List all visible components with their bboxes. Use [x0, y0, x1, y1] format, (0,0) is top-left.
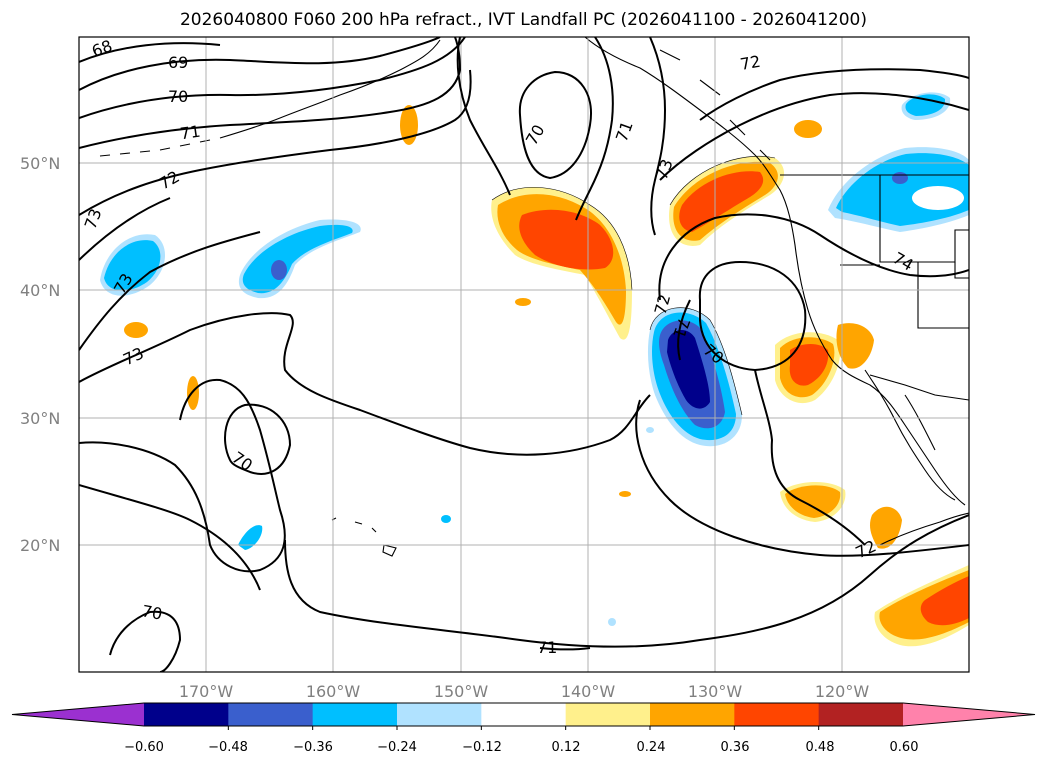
refractivity-contours: [79, 37, 969, 672]
lon-label: 140°W: [561, 682, 616, 701]
colorbar-tick-label: 0.24: [637, 740, 666, 755]
lon-label: 150°W: [434, 682, 489, 701]
shading-outlines: [491, 155, 776, 416]
colorbar-segment: [144, 703, 229, 726]
colorbar-tick-label: −0.12: [462, 740, 502, 755]
contour-label: 72: [739, 52, 762, 74]
graticule: [79, 37, 969, 672]
colorbar-tick-label: 0.48: [806, 740, 835, 755]
colorbar-segment: [650, 703, 735, 726]
colorbar: [11, 702, 1036, 730]
colorbar-segment: [818, 703, 904, 726]
lat-label: 50°N: [20, 154, 60, 173]
colorbar-tick-label: 0.12: [552, 740, 581, 755]
colorbar-segment: [481, 703, 567, 726]
contour-label: 70: [140, 601, 163, 623]
colorbar-tick-label: −0.60: [124, 740, 164, 755]
contour-label: 69: [168, 53, 188, 72]
lon-label: 120°W: [815, 682, 870, 701]
coastlines: [99, 37, 969, 557]
map-title: 2026040800 F060 200 hPa refract., IVT La…: [179, 10, 867, 30]
colorbar-tick-label: 0.60: [890, 740, 919, 755]
colorbar-segment: [312, 703, 398, 726]
colorbar-extend-low: [12, 703, 144, 726]
lon-label: 160°W: [306, 682, 361, 701]
colorbar-extend-high: [903, 703, 1035, 726]
lat-label: 40°N: [20, 281, 60, 300]
lon-label: 170°W: [179, 682, 234, 701]
longitude-labels: 170°W 160°W 150°W 140°W 130°W 120°W: [179, 682, 870, 701]
map-frame: [78, 36, 970, 673]
contour-label: 70: [168, 87, 188, 106]
latitude-labels: 50°N 40°N 30°N 20°N: [20, 154, 60, 555]
contour-label: 72: [651, 292, 675, 317]
contour-label: 71: [179, 122, 202, 144]
lat-label: 20°N: [20, 536, 60, 555]
colorbar-tick-labels: −0.60 −0.48 −0.36 −0.24 −0.12 0.12 0.24 …: [124, 740, 918, 755]
colorbar-tick-label: −0.36: [293, 740, 333, 755]
colorbar-segment: [228, 703, 314, 726]
colorbar-outline: [11, 702, 1036, 727]
colorbar-segment: [734, 703, 820, 726]
contour-label: 71: [537, 638, 557, 657]
colorbar-segment: [565, 703, 651, 726]
colorbar-tick-label: 0.36: [721, 740, 750, 755]
colorbar-tick-label: −0.48: [208, 740, 248, 755]
colorbar-segment: [397, 703, 482, 726]
lon-label: 130°W: [688, 682, 743, 701]
lat-label: 30°N: [20, 409, 60, 428]
colorbar-tick-label: −0.24: [377, 740, 417, 755]
